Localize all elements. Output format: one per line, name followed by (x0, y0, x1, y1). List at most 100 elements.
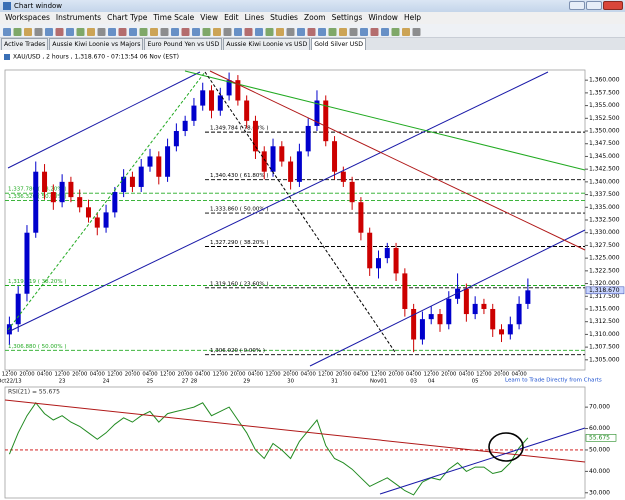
tab[interactable]: Euro Pound Yen vs USD (144, 38, 223, 50)
toolbar-icon[interactable] (213, 28, 221, 36)
tab[interactable]: Aussie Kiwi Loonie vs Majors (49, 38, 144, 50)
maximize-button[interactable] (586, 1, 602, 10)
candle-body (129, 176, 135, 187)
candle-body (77, 197, 83, 208)
candle-body (463, 288, 469, 315)
close-button[interactable] (603, 1, 623, 10)
tab[interactable]: Active Trades (1, 38, 49, 50)
toolbar-icon[interactable] (412, 28, 421, 36)
rsi-last-box (585, 434, 617, 442)
x-date-label: 29 (243, 379, 250, 385)
toolbar-icon[interactable] (360, 28, 368, 36)
learn-link[interactable]: Learn to Trade Directly from Charts (505, 378, 602, 384)
y-tick-label: 1,342.500 (589, 166, 620, 173)
toolbar-icon[interactable] (223, 28, 232, 36)
trend-line (209, 70, 586, 251)
toolbar (0, 24, 625, 38)
toolbar-icon[interactable] (328, 28, 337, 36)
toolbar-icon[interactable] (3, 28, 11, 36)
x-date-label: 30 (287, 379, 294, 385)
toolbar-icon[interactable] (402, 28, 410, 36)
toolbar-icon[interactable] (265, 28, 274, 36)
tab-bar: Active Trades Aussie Kiwi Loonie vs Major… (0, 38, 625, 50)
x-tick-label: 04:00 (195, 372, 211, 378)
toolbar-icon[interactable] (297, 28, 305, 36)
toolbar-icon[interactable] (160, 28, 169, 36)
candle-body (490, 308, 496, 330)
menu-item[interactable]: Help (403, 13, 422, 22)
y-tick-label: 1,335.000 (589, 204, 620, 211)
toolbar-icon[interactable] (66, 28, 74, 36)
candle-body (270, 146, 276, 172)
toolbar-icon[interactable] (171, 28, 179, 36)
toolbar-icon[interactable] (349, 28, 358, 36)
y-tick-label: 1,340.000 (589, 178, 620, 185)
toolbar-icon[interactable] (97, 28, 106, 36)
menu-item[interactable]: View (200, 13, 219, 22)
toolbar-icon[interactable] (276, 28, 284, 36)
trend-line (7, 71, 206, 331)
minimize-button[interactable] (569, 1, 585, 10)
toolbar-icon[interactable] (129, 28, 137, 36)
y-tick-label: 1,345.000 (589, 153, 620, 160)
toolbar-icon[interactable] (202, 28, 211, 36)
title-bar: Chart window (0, 0, 625, 12)
menu-item[interactable]: Workspaces (5, 13, 50, 22)
toolbar-icon[interactable] (318, 28, 326, 36)
y-tick-label: 1,317.500 (589, 293, 620, 300)
menu-item[interactable]: Settings (331, 13, 363, 22)
menu-item[interactable]: Window (368, 13, 398, 22)
toolbar-icon[interactable] (150, 28, 158, 36)
y-tick-label: 1,360.000 (589, 77, 620, 84)
toolbar-icon[interactable] (286, 28, 295, 36)
candle-body (85, 207, 91, 218)
toolbar-icon[interactable] (139, 28, 148, 36)
toolbar-icon[interactable] (234, 28, 242, 36)
toolbar-icon[interactable] (381, 28, 389, 36)
toolbar-icon[interactable] (45, 28, 53, 36)
x-tick-label: 20:00 (178, 372, 194, 378)
menu-item[interactable]: Time Scale (153, 13, 195, 22)
menu-item[interactable]: Instruments (55, 13, 102, 22)
rsi-y-tick-label: 30.000 (589, 489, 610, 496)
menu-item[interactable]: Zoom (303, 13, 326, 22)
toolbar-icon[interactable] (34, 28, 43, 36)
toolbar-icon[interactable] (13, 28, 22, 36)
candle-body (305, 125, 311, 152)
tab[interactable]: Gold Silver USD (311, 38, 367, 50)
toolbar-icon[interactable] (370, 28, 379, 36)
x-date-label: 24 (103, 379, 110, 385)
toolbar-icon[interactable] (55, 28, 64, 36)
toolbar-icon[interactable] (181, 28, 190, 36)
y-tick-label: 1,315.000 (589, 305, 620, 312)
tab[interactable]: Aussie Kiwi Loonie vs USD (223, 38, 311, 50)
rsi (8, 401, 529, 496)
toolbar-icon[interactable] (244, 28, 253, 36)
menu-item[interactable]: Chart Type (107, 13, 148, 22)
toolbar-icon[interactable] (118, 28, 127, 36)
candle-body (200, 90, 206, 106)
candle-body (15, 293, 21, 325)
x-tick-label: 04:00 (37, 372, 53, 378)
toolbar-icon[interactable] (108, 28, 116, 36)
toolbar-icon[interactable] (391, 28, 400, 36)
menu-item[interactable]: Edit (224, 13, 239, 22)
candle-body (402, 273, 408, 309)
toolbar-icon[interactable] (24, 28, 32, 36)
toolbar-icon[interactable] (76, 28, 85, 36)
toolbar-icon[interactable] (192, 28, 200, 36)
y-tick-label: 1,325.000 (589, 255, 620, 262)
menu-item[interactable]: Lines (244, 13, 265, 22)
x-tick-label: 20:00 (72, 372, 88, 378)
y-tick-label: 1,347.500 (589, 140, 620, 147)
candle-body (261, 151, 267, 172)
rsi-pane (4, 386, 586, 499)
menu-item[interactable]: Studies (270, 13, 298, 22)
toolbar-icon[interactable] (87, 28, 95, 36)
toolbar-icon[interactable] (307, 28, 316, 36)
fib-label: 1,319.160 ( 23.60% ) (210, 281, 269, 287)
candle-body (446, 298, 452, 325)
toolbar-icon[interactable] (255, 28, 263, 36)
toolbar-icon[interactable] (339, 28, 347, 36)
y-tick-label: 1,357.500 (589, 89, 620, 96)
